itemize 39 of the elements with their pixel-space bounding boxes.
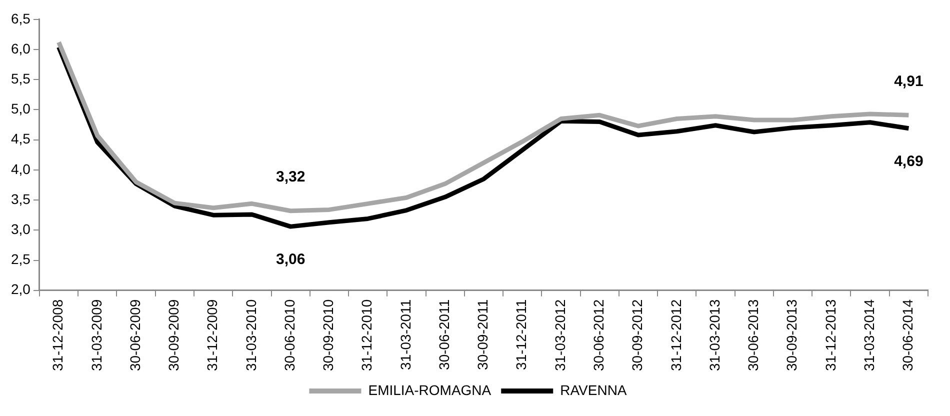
y-tick-label: 4,5 — [10, 130, 31, 147]
x-tick-label: 30-06-2010 — [281, 299, 298, 372]
x-tick-label: 31-03-2011 — [397, 299, 414, 370]
x-tick-label: 31-12-2010 — [358, 299, 375, 372]
y-tick-label: 6,5 — [10, 10, 31, 26]
x-tick-label: 30-09-2013 — [784, 299, 800, 372]
data-label: 4,91 — [894, 72, 924, 90]
x-tick-label: 31-12-2013 — [822, 299, 838, 372]
x-tick-label: 31-12-2012 — [668, 299, 684, 372]
y-tick-label: 5,0 — [10, 100, 31, 117]
x-tick-label: 31-12-2008 — [50, 299, 66, 372]
x-tick-label: 30-09-2011 — [474, 299, 491, 370]
x-tick-label: 31-03-2013 — [706, 299, 722, 372]
y-tick-label: 4,0 — [10, 160, 31, 177]
data-label: 3,32 — [276, 168, 306, 186]
x-tick-label: 30-06-2012 — [590, 299, 606, 372]
x-tick-label: 31-03-2009 — [88, 299, 104, 372]
y-tick-label: 5,5 — [10, 70, 31, 86]
y-tick-label: 6,0 — [10, 40, 31, 56]
x-tick-label: 30-06-2013 — [745, 299, 762, 372]
x-tick-label: 30-06-2011 — [436, 299, 452, 370]
x-tick-label: 31-03-2012 — [552, 299, 568, 372]
x-tick-label: 30-06-2009 — [126, 299, 143, 372]
y-tick-label: 3,5 — [10, 190, 31, 207]
legend-label: EMILIA-ROMAGNA — [368, 382, 492, 398]
x-tick-label: 31-03-2010 — [242, 299, 259, 372]
x-tick-label: 30-09-2010 — [320, 299, 336, 372]
x-tick-label: 31-12-2009 — [204, 299, 220, 372]
x-tick-label: 30-06-2014 — [900, 299, 916, 372]
x-tick-label: 30-09-2009 — [166, 299, 182, 372]
y-tick-label: 2,5 — [10, 251, 31, 268]
y-tick-label: 2,0 — [10, 281, 31, 298]
x-tick-label: 30-09-2012 — [629, 299, 646, 372]
legend-label: RAVENNA — [560, 382, 628, 398]
x-tick-label: 31-03-2014 — [860, 299, 877, 372]
x-tick-label: 31-12-2011 — [513, 299, 530, 370]
data-label: 3,06 — [276, 251, 306, 268]
y-tick-label: 3,0 — [10, 221, 31, 238]
data-label: 4,69 — [894, 153, 924, 170]
